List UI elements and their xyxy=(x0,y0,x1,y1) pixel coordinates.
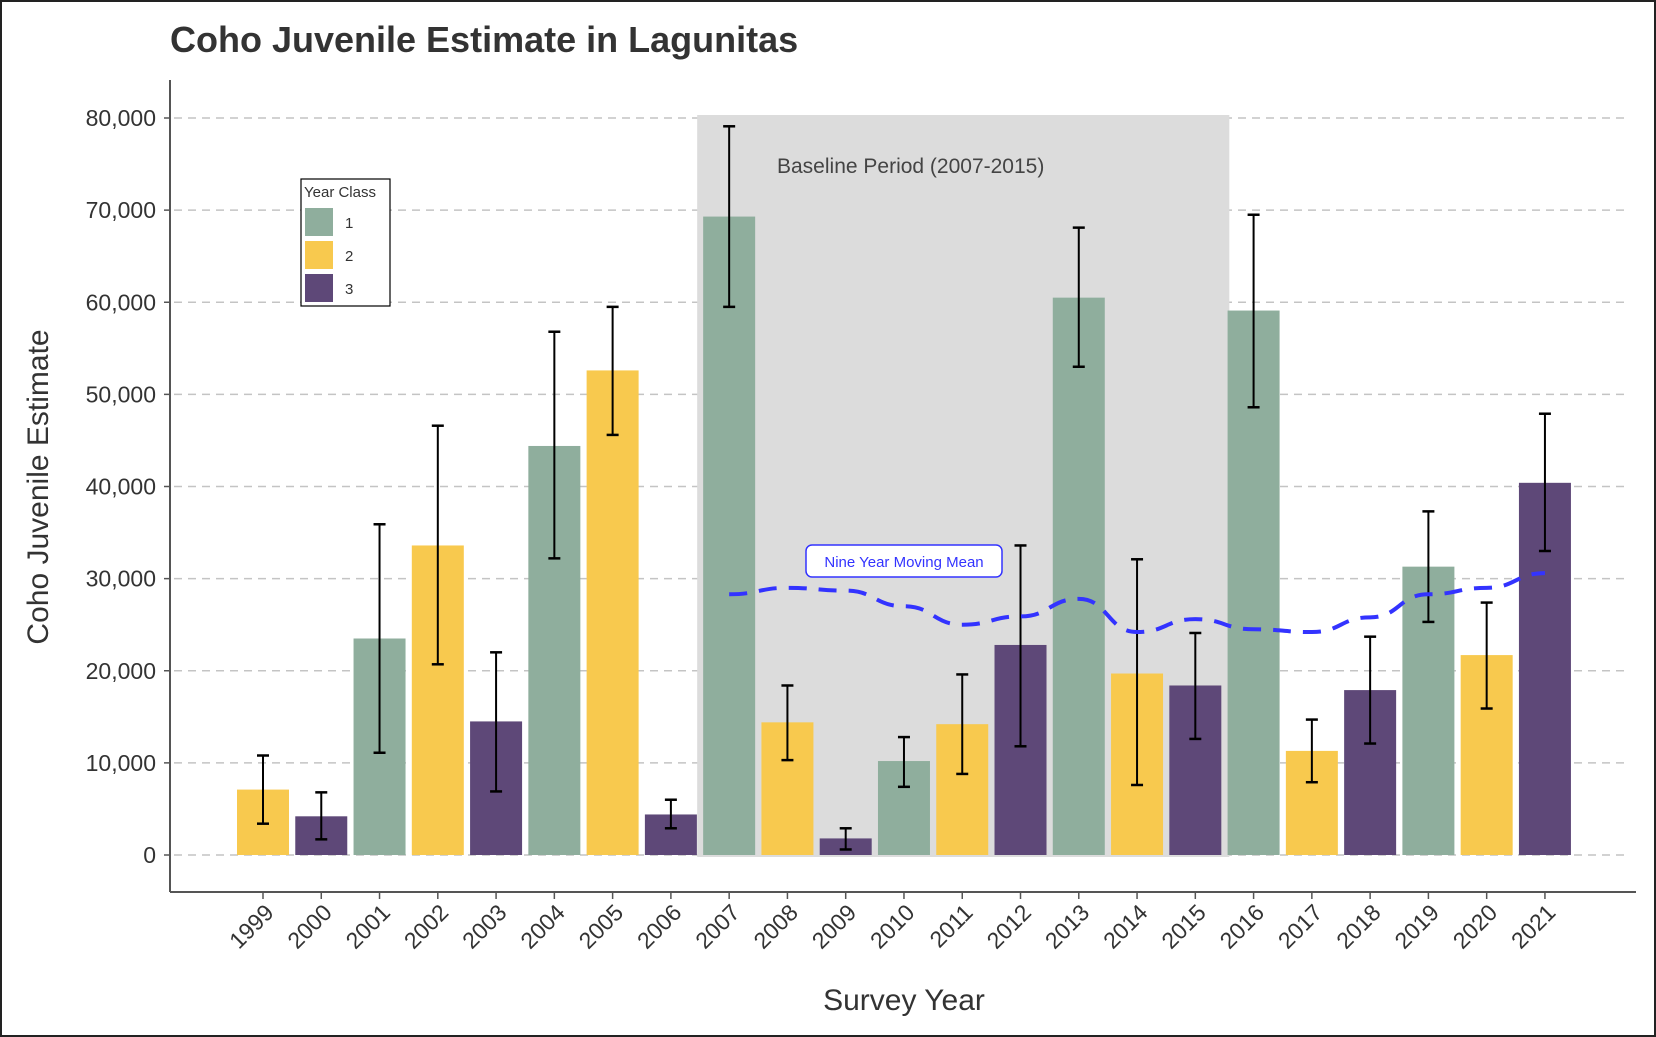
legend: Year Class 1 2 3 xyxy=(300,178,391,307)
x-tick-label: 2013 xyxy=(1040,899,1095,954)
x-tick-label: 1999 xyxy=(224,899,279,954)
x-tick-label: 2016 xyxy=(1215,899,1270,954)
error-bar-2019 xyxy=(1422,510,1435,624)
x-tick-label: 2015 xyxy=(1156,899,1211,954)
legend-label-2: 2 xyxy=(345,248,353,265)
error-bar-2011 xyxy=(956,673,969,776)
moving-mean-line xyxy=(729,571,1545,635)
error-bar-2018 xyxy=(1364,635,1377,745)
x-tick-label: 2014 xyxy=(1098,899,1153,954)
error-bar-2010 xyxy=(897,735,910,789)
error-bar-2005 xyxy=(606,305,619,437)
x-tick-label: 2018 xyxy=(1331,899,1386,954)
moving-mean: Nine Year Moving Mean xyxy=(729,544,1545,635)
error-bar-2007 xyxy=(723,125,736,309)
error-bar-2021 xyxy=(1538,412,1551,553)
x-tick-label: 2002 xyxy=(399,899,454,954)
y-axis-title: Coho Juvenile Estimate xyxy=(22,329,55,644)
y-tick-label: 20,000 xyxy=(86,658,156,684)
x-tick-label: 2005 xyxy=(574,899,629,954)
y-tick-label: 80,000 xyxy=(86,105,156,131)
error-bar-2009 xyxy=(839,827,852,851)
y-axis-ticks: 0 10,000 20,000 30,000 40,000 50,000 60,000 70,… xyxy=(86,105,170,868)
x-axis-ticks: 1999 2000 2001 2002 2003 2004 2005 2006 2007 2008… xyxy=(224,892,1561,954)
x-tick-label: 2011 xyxy=(924,899,977,952)
error-bar-2002 xyxy=(431,424,444,666)
error-bar-2008 xyxy=(781,684,794,762)
error-bar-2013 xyxy=(1072,226,1085,368)
x-tick-label: 2007 xyxy=(690,899,745,954)
x-axis-title: Survey Year xyxy=(823,984,985,1017)
x-tick-label: 2021 xyxy=(1506,899,1561,954)
y-tick-label: 30,000 xyxy=(86,566,156,592)
chart-title: Coho Juvenile Estimate in Lagunitas xyxy=(170,19,798,60)
legend-label-1: 1 xyxy=(345,215,353,232)
y-tick-label: 0 xyxy=(143,842,156,868)
bar-2013 xyxy=(1052,297,1105,855)
error-bar-1999 xyxy=(257,754,269,825)
error-bar-2012 xyxy=(1014,544,1027,748)
legend-swatch-3 xyxy=(305,274,333,302)
error-bar-2020 xyxy=(1480,601,1493,710)
x-tick-label: 2006 xyxy=(632,899,687,954)
error-bar-2014 xyxy=(1131,558,1144,787)
bar-2007 xyxy=(703,216,756,856)
y-tick-label: 60,000 xyxy=(86,289,156,315)
legend-swatch-1 xyxy=(305,208,333,236)
legend-swatch-2 xyxy=(305,241,333,269)
x-tick-label: 2004 xyxy=(515,899,570,954)
x-tick-label: 2000 xyxy=(282,899,337,954)
x-tick-label: 2001 xyxy=(341,899,396,954)
x-tick-label: 2010 xyxy=(865,899,920,954)
legend-title: Year Class xyxy=(304,184,376,201)
y-tick-label: 70,000 xyxy=(86,197,156,223)
x-tick-label: 2009 xyxy=(807,899,862,954)
bar-2005 xyxy=(586,370,639,855)
baseline-period-label: Baseline Period (2007-2015) xyxy=(777,155,1044,178)
error-bar-2017 xyxy=(1305,718,1318,784)
x-tick-label: 2008 xyxy=(748,899,803,954)
error-bar-2003 xyxy=(490,651,503,793)
legend-label-3: 3 xyxy=(345,281,353,298)
error-bar-2006 xyxy=(664,798,677,830)
error-bar-2004 xyxy=(548,330,561,560)
x-tick-label: 2019 xyxy=(1389,899,1444,954)
y-tick-label: 50,000 xyxy=(86,381,156,407)
x-tick-label: 2003 xyxy=(457,899,512,954)
moving-mean-label: Nine Year Moving Mean xyxy=(824,554,983,571)
x-tick-label: 2017 xyxy=(1273,899,1328,954)
error-bar-2016 xyxy=(1247,213,1260,409)
error-bar-2000 xyxy=(315,791,328,841)
x-tick-label: 2020 xyxy=(1448,899,1503,954)
y-tick-label: 40,000 xyxy=(86,474,156,500)
x-tick-label: 2012 xyxy=(981,899,1036,954)
moving-mean-label-box xyxy=(805,544,1003,578)
error-bars xyxy=(257,125,1551,851)
error-bar-2001 xyxy=(373,523,386,754)
y-tick-label: 10,000 xyxy=(86,750,156,776)
error-bar-2015 xyxy=(1189,631,1202,741)
